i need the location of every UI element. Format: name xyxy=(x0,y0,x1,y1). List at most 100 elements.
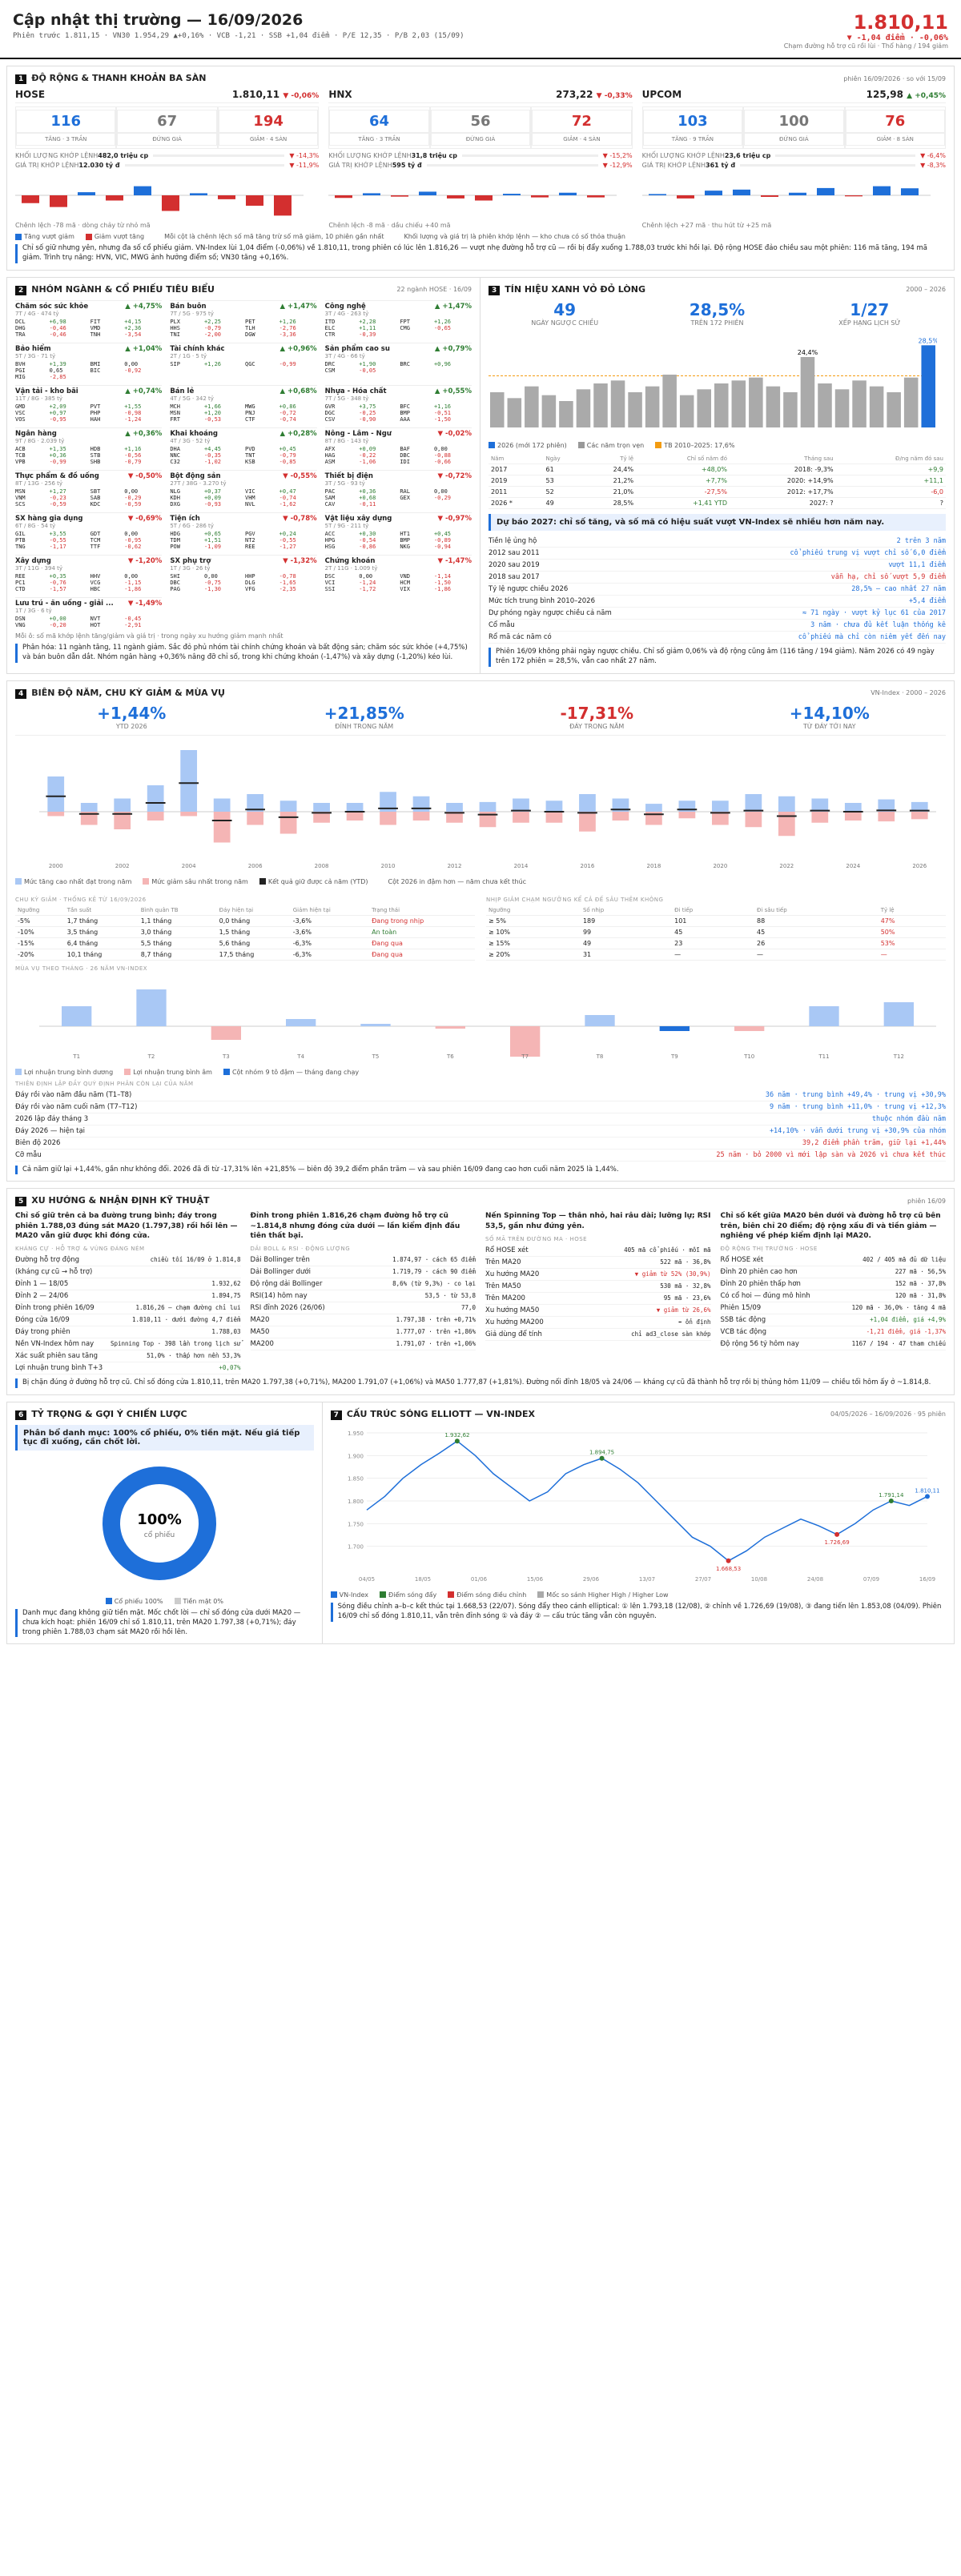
legend-stock: Cổ phiếu 100% xyxy=(106,1598,163,1605)
month-bar xyxy=(585,1014,615,1026)
ticker: DBC xyxy=(170,579,180,586)
x-tick: 29/06 xyxy=(583,1576,600,1583)
y-tick: 1.750 xyxy=(348,1521,364,1527)
ticker: VCG xyxy=(90,579,101,586)
peak-label: 24,4% xyxy=(798,349,818,356)
sector-change: ▲ +1,04% xyxy=(125,344,163,353)
year-bar xyxy=(610,380,625,427)
breadth-bar xyxy=(50,195,67,207)
section-green-red: 3 TÍN HIỆU XANH VỎ ĐỎ LÒNG 2000 – 2026 49 N… xyxy=(480,276,955,674)
table-row: 2026 * 49 28,5% +1,41 YTD 2027: ?? xyxy=(489,497,946,509)
year-bar xyxy=(921,345,935,427)
year-min-bar xyxy=(412,811,430,821)
sector-name: Tài chính khác xyxy=(170,344,225,353)
sector-card: Sản phẩm cao su ▲ +0,79% 3T / 4G · 66 tỷ DR… xyxy=(324,342,472,380)
ticker-change: -0,46 xyxy=(49,331,66,338)
year-max-bar xyxy=(479,801,497,812)
year-max-bar xyxy=(579,793,596,812)
sector-stats: 8T / 13G · 256 tỷ xyxy=(15,479,63,487)
ticker: BVH xyxy=(15,360,26,367)
legend-down: Giảm vượt tăng xyxy=(86,233,144,240)
kv-row: Nền VN-Index hôm nay Spinning Top · 398 l… xyxy=(15,1338,241,1350)
breadth-bar xyxy=(587,195,605,198)
ticker-change: +2,25 xyxy=(203,318,222,325)
ticker-change: -0,74 xyxy=(279,415,296,423)
table-row: ≥ 5% 189 101 88 47% xyxy=(486,915,946,927)
year-min-bar xyxy=(745,811,762,827)
exchange-value: 1.810,11 ▼ -0,06% xyxy=(231,89,320,100)
index-change: ▼ -1,04 điểm · -0,06% xyxy=(846,34,948,42)
ticker: PC1 xyxy=(15,579,26,586)
sector-stats: 27T / 38G · 3.270 tỷ xyxy=(170,479,227,487)
ticker: KSB xyxy=(244,458,255,465)
year-bar xyxy=(903,377,919,427)
month-tick: T7 xyxy=(521,1053,529,1060)
ticker: RAL xyxy=(400,488,410,495)
year-max-bar xyxy=(247,793,263,812)
ticker-change: +3,55 xyxy=(49,530,66,537)
index-note: Chạm đường hỗ trợ cũ rồi lùi · Thổ hàng … xyxy=(783,42,948,50)
sector-name: Khai khoáng xyxy=(170,429,218,438)
sector-name: Bảo hiểm xyxy=(15,344,51,353)
ticker-change: +2,09 xyxy=(49,403,66,410)
year-bar xyxy=(834,389,850,427)
y-tick: 1.850 xyxy=(348,1475,364,1482)
sector-stats: 8T / 8G · 143 tỷ xyxy=(324,437,369,444)
year-tick: 2012 xyxy=(448,863,462,869)
ticker-change: 0,00 xyxy=(124,530,139,537)
ticker: VIC xyxy=(244,488,255,495)
ticker-change: -2,91 xyxy=(124,621,142,628)
technical-columns: Chỉ số giữ trên cả ba đường trung bình; … xyxy=(15,1211,946,1374)
month-tick: T9 xyxy=(670,1053,678,1060)
sector-stats: 2T / 11G · 1.009 tỷ xyxy=(324,564,378,572)
year-bar xyxy=(507,398,522,427)
kv-row: Trên MA20 522 mã · 36,8% xyxy=(485,1257,711,1269)
kv-row: Cổ mẫu 3 năm · chưa đủ kết luận thống kê xyxy=(489,620,946,632)
table-row: 2019 53 21,2% +7,7% 2020: +14,9% +11,1 xyxy=(489,475,946,487)
forecast-highlight: Dự báo 2027: chỉ số tăng, và số mã có hi… xyxy=(489,513,946,531)
sector-card: Bán buôn ▲ +1,47% 7T / 5G · 975 tỷ PLX +2,25… xyxy=(170,299,317,338)
ticker: VOS xyxy=(15,415,26,423)
ticker-change: -0,92 xyxy=(124,367,142,374)
exchange-value: 273,22 ▼ -0,33% xyxy=(556,89,633,100)
sector-stats: 7T / 4G · 474 tỷ xyxy=(15,310,59,317)
wave-label: 1.668,53 xyxy=(716,1566,741,1572)
breadth-bar xyxy=(447,195,465,199)
sector-card: Bảo hiểm ▲ +1,04% 5T / 3G · 71 tỷ BVH +1,39 B… xyxy=(15,342,163,380)
section-meta: 22 ngành HOSE · 16/09 xyxy=(396,286,472,294)
ticker: SCS xyxy=(15,500,26,508)
exchange-footnote: Chênh lệch -8 mã · dầu chiếu +40 mã xyxy=(328,222,451,229)
sector-change: ▼ -0,50% xyxy=(127,471,163,480)
kpi-row: +1,44% YTD 2026 +21,85% ĐỈNH TRONG NĂM -17,3… xyxy=(15,704,946,736)
sector-card: Lưu trú - ăn uống - giải ... ▼ -1,49% 1T /… xyxy=(15,596,163,628)
ticker: NT2 xyxy=(244,536,255,544)
section-title: TÍN HIỆU XANH VỎ ĐỎ LÒNG xyxy=(505,283,646,295)
volume-row: KHỐI LƯỢNG KHỚP LỆNH 23,6 triệu cp ▼ -6,4% xyxy=(641,152,946,159)
ticker: CSV xyxy=(324,415,336,423)
column-subtitle: SỐ MÃ TRÊN ĐƯỜNG MA · HOSE xyxy=(485,1235,588,1242)
breadth-bar xyxy=(22,195,39,203)
ticker-change: -1,09 xyxy=(203,543,222,550)
kv-row: 2026 lập đáy tháng 3 thuộc nhóm đầu năm xyxy=(15,1113,946,1125)
year-min-bar xyxy=(446,811,463,823)
ticker-change: +0,97 xyxy=(49,409,66,416)
ticker-change: -0,85 xyxy=(279,458,296,465)
ticker: NNC xyxy=(170,451,180,459)
year-max-bar xyxy=(380,791,396,812)
ticker-change: -0,45 xyxy=(124,615,142,622)
sector-card: Thiết bị điện ▼ -0,72% 3T / 5G · 93 tỷ PAC +… xyxy=(324,469,472,508)
sector-change: ▲ +1,47% xyxy=(279,302,317,311)
ticker-change: -3,54 xyxy=(124,331,142,338)
year-min-bar xyxy=(114,811,131,829)
kv-row: Rổ mã các năm có cổ phiếu mà chỉ còn niêm… xyxy=(489,632,946,644)
ticker: AFX xyxy=(324,445,336,452)
ticker-change: -0,51 xyxy=(433,409,452,416)
kv-row: RSI đỉnh 2026 (26/06) 77,0 xyxy=(250,1302,476,1314)
month-bar xyxy=(62,1005,92,1026)
exchange-name: HOSE xyxy=(15,89,46,100)
ticker: VMD xyxy=(90,324,101,331)
year-tick: 2024 xyxy=(846,863,860,869)
ticker-change: +1,11 xyxy=(359,324,376,331)
sector-card: Bán lẻ ▲ +0,68% 4T / 5G · 342 tỷ MCH +1,66 MW… xyxy=(170,384,317,423)
year-bar xyxy=(490,391,505,427)
